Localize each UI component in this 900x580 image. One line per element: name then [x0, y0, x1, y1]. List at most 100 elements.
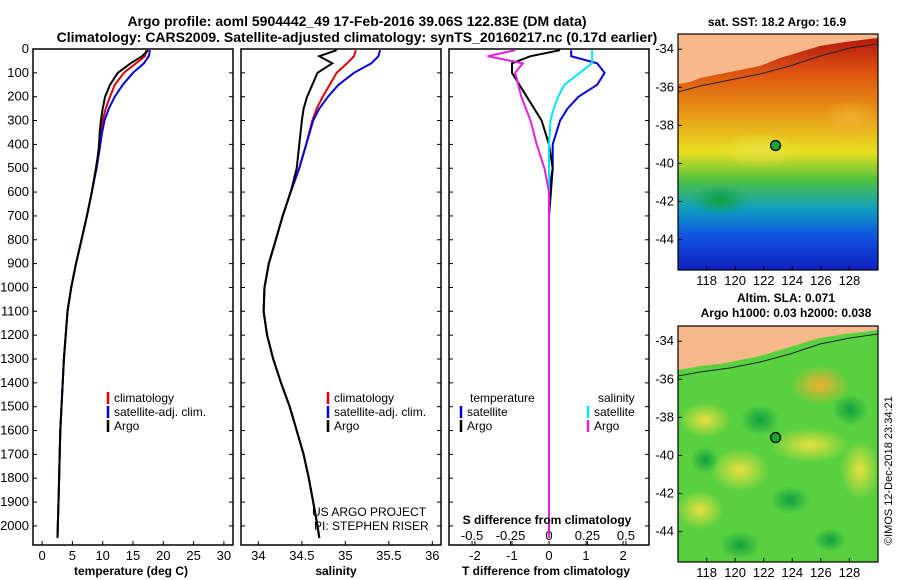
- x-tick-label: 36: [425, 548, 439, 563]
- lat-tick-label: -44: [655, 232, 674, 247]
- lon-tick-label: 126: [810, 273, 832, 288]
- sla-map-title-2: Argo h1000: 0.03 h2000: 0.038: [701, 306, 872, 320]
- lon-tick-label: 122: [753, 565, 775, 580]
- x-tick-label: 35.5: [376, 548, 401, 563]
- depth-tick-label: 1000: [0, 279, 29, 294]
- depth-tick-label: 1100: [1, 303, 29, 318]
- lat-tick-label: -34: [655, 41, 674, 56]
- legend-label-satellite: satellite-adj. clim.: [114, 405, 206, 419]
- depth-tick-label: 300: [7, 113, 29, 128]
- depth-axis: 0 100 200 300 400 500 600 700 800 900 1000 1100 1200…: [0, 41, 649, 533]
- temperature-axis-label: temperature (deg C): [74, 564, 188, 578]
- project-credit-line-1: US ARGO PROJECT: [312, 505, 427, 519]
- lat-tick-label: -38: [655, 409, 674, 424]
- sla-map-axes: -34 -36 -38 -40 -42 -44 118 120 122 124 126 128: [655, 333, 860, 580]
- lon-tick-label: 128: [839, 565, 861, 580]
- series-line-argo: [262, 49, 338, 538]
- depth-tick-label: 1500: [0, 399, 29, 414]
- x-tick-label: 34.5: [289, 548, 314, 563]
- salinity-legend: climatology satellite-adj. clim. Argo US…: [312, 391, 429, 533]
- project-credit-line-2: PI: STEPHEN RISER: [314, 519, 429, 533]
- argo-float-marker: [769, 139, 782, 152]
- lon-tick-label: 118: [696, 273, 717, 288]
- lon-tick-label: 128: [839, 273, 861, 288]
- sst-map-frame: [677, 33, 879, 271]
- x-tick-label: 30: [217, 548, 231, 563]
- depth-tick-label: 0: [22, 41, 29, 56]
- imos-credit: ©IMOS 12-Dec-2018 23:34:21: [883, 396, 895, 545]
- salinity-plot-frame: [240, 48, 442, 546]
- depth-tick-label: 400: [7, 136, 29, 151]
- lat-tick-label: -44: [655, 524, 674, 539]
- s-tick-label: -0.25: [496, 528, 526, 543]
- depth-tick-label: 1300: [0, 351, 29, 366]
- x-tick-label: 10: [95, 548, 109, 563]
- sst-map-axes: -34 -36 -38 -40 -42 -44 118 120 122 124 126 128: [655, 41, 860, 288]
- depth-tick-label: 100: [7, 65, 29, 80]
- temperature-legend: climatology satellite-adj. clim. Argo: [106, 391, 206, 433]
- sla-map-frame: [677, 325, 879, 563]
- x-tick-label: -2: [469, 548, 481, 563]
- legend-label-satellite: satellite-adj. clim.: [334, 405, 426, 419]
- land-australia: [678, 326, 878, 370]
- x-tick-label: 0: [38, 548, 45, 563]
- x-tick-label: 0: [545, 548, 552, 563]
- sst-map-title: sat. SST: 18.2 Argo: 16.9: [708, 15, 847, 29]
- lat-tick-label: -42: [655, 485, 674, 500]
- legend-label-s-argo: Argo: [594, 419, 620, 433]
- legend-label-s-satellite: satellite: [594, 405, 635, 419]
- x-tick-label: 34: [251, 548, 265, 563]
- sla-map: [678, 326, 878, 562]
- lon-tick-label: 124: [781, 565, 803, 580]
- x-tick-label: 25: [186, 548, 200, 563]
- depth-tick-label: 1400: [0, 375, 29, 390]
- legend-label-argo: Argo: [114, 419, 140, 433]
- x-tick-label: 15: [126, 548, 140, 563]
- lat-tick-label: -42: [655, 193, 674, 208]
- title-line-1: Argo profile: aoml 5904442_49 17-Feb-201…: [127, 13, 586, 29]
- x-tick-label: 2: [619, 548, 626, 563]
- s-tick-label: -0.5: [461, 528, 483, 543]
- legend-title-temperature: temperature: [470, 391, 535, 405]
- depth-tick-label: 1800: [0, 470, 29, 485]
- legend-label-climatology: climatology: [334, 391, 394, 405]
- depth-tick-label: 500: [7, 160, 29, 175]
- land-australia: [678, 34, 878, 84]
- series-line-salinity-satellite: [548, 50, 594, 538]
- lat-tick-label: -38: [655, 117, 674, 132]
- depth-tick-label: 2000: [0, 518, 29, 533]
- t-difference-axis-label: T difference from climatology: [462, 564, 630, 578]
- series-line-satellite-adj-clim-: [56, 50, 151, 538]
- depth-tick-label: 700: [7, 208, 29, 223]
- lon-tick-label: 120: [724, 565, 746, 580]
- series-line-temperature-satellite: [548, 50, 606, 538]
- x-tick-label: -1: [506, 548, 518, 563]
- x-tick-label: 20: [156, 548, 170, 563]
- lon-tick-label: 124: [781, 273, 803, 288]
- series-line-argo: [56, 49, 149, 538]
- s-tick-label: 0.25: [575, 528, 600, 543]
- temperature-plot-frame: [32, 48, 234, 546]
- depth-tick-label: 1200: [0, 327, 29, 342]
- depth-tick-label: 800: [7, 232, 29, 247]
- profile-panels: 0 5 10 15 20 25 30 34 34.5 35 35.5 36 -2 -1 0 1 2 -0.5 -0.…: [38, 49, 635, 563]
- lat-tick-label: -40: [655, 447, 674, 462]
- x-tick-label: 1: [582, 548, 589, 563]
- series-line-satellite-adj-clim-: [262, 49, 382, 538]
- lon-tick-label: 122: [753, 273, 775, 288]
- legend-label-climatology: climatology: [114, 391, 174, 405]
- lon-tick-label: 120: [724, 273, 746, 288]
- x-tick-label: 35: [338, 548, 352, 563]
- legend-label-t-argo: Argo: [467, 419, 493, 433]
- sla-map-title-1: Altim. SLA: 0.071: [737, 291, 835, 305]
- argo-float-marker: [769, 431, 782, 444]
- salinity-axis-label: salinity: [315, 564, 357, 578]
- lat-tick-label: -34: [655, 333, 674, 348]
- depth-tick-label: 1600: [0, 423, 29, 438]
- title-line-2: Climatology: CARS2009. Satellite-adjuste…: [57, 29, 658, 45]
- depth-tick-label: 1900: [0, 494, 29, 509]
- difference-legend: temperature salinity satellite Argo sate…: [459, 391, 635, 527]
- legend-title-salinity: salinity: [598, 391, 635, 405]
- series-line-salinity-argo: [487, 49, 550, 538]
